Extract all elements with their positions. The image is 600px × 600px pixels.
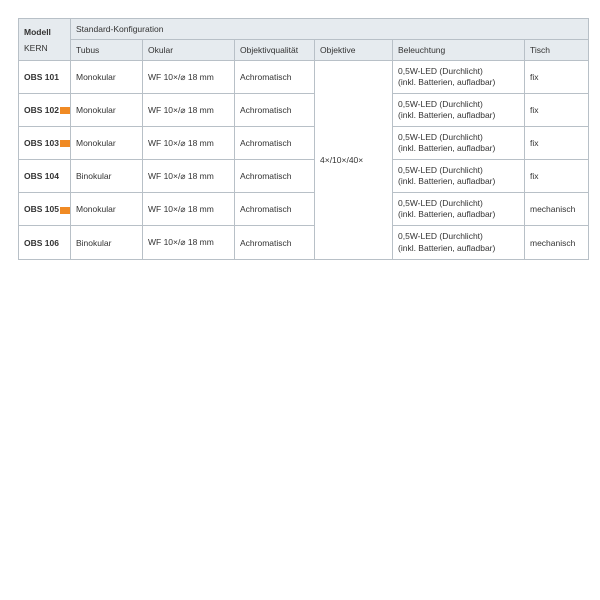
beleuchtung-line2: (inkl. Batterien, aufladbar) [398, 176, 519, 187]
cell-okular: WF 10×/⌀ 18 mm [143, 160, 235, 193]
cell-model: OBS 103 [19, 127, 71, 160]
header-span: Standard-Konfiguration [71, 19, 589, 40]
model-label: OBS 104 [24, 171, 59, 181]
header-oq: Objektivqualität [235, 40, 315, 61]
cell-model: OBS 105 [19, 193, 71, 226]
cell-model: OBS 104 [19, 160, 71, 193]
header-tisch: Tisch [525, 40, 589, 61]
cell-objektivqualitaet: Achromatisch [235, 160, 315, 193]
header-tubus: Tubus [71, 40, 143, 61]
cell-tisch: fix [525, 127, 589, 160]
cell-tubus: Monokular [71, 127, 143, 160]
header-model: Modell KERN [19, 19, 71, 61]
cell-model: OBS 106 [19, 226, 71, 259]
cell-tisch: fix [525, 94, 589, 127]
cell-okular: WF 10×/⌀ 18 mm [143, 127, 235, 160]
cell-tisch: mechanisch [525, 226, 589, 259]
cell-beleuchtung: 0,5W-LED (Durchlicht)(inkl. Batterien, a… [393, 127, 525, 160]
beleuchtung-line2: (inkl. Batterien, aufladbar) [398, 209, 519, 220]
table-row: OBS 105 MonokularWF 10×/⌀ 18 mmAchromatis… [19, 193, 589, 226]
beleuchtung-line2: (inkl. Batterien, aufladbar) [398, 143, 519, 154]
beleuchtung-line1: 0,5W-LED (Durchlicht) [398, 99, 519, 110]
beleuchtung-line2: (inkl. Batterien, aufladbar) [398, 243, 519, 254]
spec-table: Modell KERN Standard-Konfiguration Tubus… [18, 18, 589, 260]
beleuchtung-line1: 0,5W-LED (Durchlicht) [398, 231, 519, 242]
cell-tubus: Monokular [71, 193, 143, 226]
header-model-l1: Modell [24, 27, 65, 37]
cell-tubus: Monokular [71, 94, 143, 127]
cell-tisch: fix [525, 160, 589, 193]
cell-objektivqualitaet: Achromatisch [235, 226, 315, 259]
cell-okular: WF 10×/⌀ 18 mm [143, 226, 235, 259]
cell-tisch: fix [525, 61, 589, 94]
beleuchtung-line1: 0,5W-LED (Durchlicht) [398, 198, 519, 209]
cell-okular: WF 10×/⌀ 18 mm [143, 61, 235, 94]
model-label: OBS 105 [24, 204, 59, 214]
beleuchtung-line1: 0,5W-LED (Durchlicht) [398, 132, 519, 143]
cell-beleuchtung: 0,5W-LED (Durchlicht)(inkl. Batterien, a… [393, 226, 525, 259]
cell-beleuchtung: 0,5W-LED (Durchlicht)(inkl. Batterien, a… [393, 94, 525, 127]
beleuchtung-line1: 0,5W-LED (Durchlicht) [398, 66, 519, 77]
header-beleuchtung: Beleuchtung [393, 40, 525, 61]
model-label: OBS 103 [24, 138, 59, 148]
table-row: OBS 101 MonokularWF 10×/⌀ 18 mmAchromatis… [19, 61, 589, 94]
table-row: OBS 106 BinokularWF 10×/⌀ 18 mmAchromatis… [19, 226, 589, 259]
cell-objektivqualitaet: Achromatisch [235, 61, 315, 94]
cell-objektivqualitaet: Achromatisch [235, 127, 315, 160]
new-badge-icon [60, 107, 70, 114]
cell-tisch: mechanisch [525, 193, 589, 226]
table-row: OBS 103 MonokularWF 10×/⌀ 18 mmAchromatis… [19, 127, 589, 160]
cell-tubus: Monokular [71, 61, 143, 94]
table-row: OBS 102 MonokularWF 10×/⌀ 18 mmAchromatis… [19, 94, 589, 127]
model-label: OBS 101 [24, 72, 59, 82]
cell-objektivqualitaet: Achromatisch [235, 193, 315, 226]
cell-tubus: Binokular [71, 160, 143, 193]
cell-okular: WF 10×/⌀ 18 mm [143, 94, 235, 127]
beleuchtung-line1: 0,5W-LED (Durchlicht) [398, 165, 519, 176]
cell-model: OBS 101 [19, 61, 71, 94]
model-label: OBS 106 [24, 238, 59, 248]
cell-okular: WF 10×/⌀ 18 mm [143, 193, 235, 226]
model-label: OBS 102 [24, 105, 59, 115]
cell-beleuchtung: 0,5W-LED (Durchlicht)(inkl. Batterien, a… [393, 61, 525, 94]
cell-model: OBS 102 [19, 94, 71, 127]
cell-tubus: Binokular [71, 226, 143, 259]
table-row: OBS 104 BinokularWF 10×/⌀ 18 mmAchromatis… [19, 160, 589, 193]
cell-beleuchtung: 0,5W-LED (Durchlicht)(inkl. Batterien, a… [393, 160, 525, 193]
cell-objektive-merged: 4×/10×/40× [315, 61, 393, 260]
header-objektive: Objektive [315, 40, 393, 61]
beleuchtung-line2: (inkl. Batterien, aufladbar) [398, 110, 519, 121]
new-badge-icon [60, 140, 70, 147]
new-badge-icon [60, 207, 70, 214]
cell-beleuchtung: 0,5W-LED (Durchlicht)(inkl. Batterien, a… [393, 193, 525, 226]
beleuchtung-line2: (inkl. Batterien, aufladbar) [398, 77, 519, 88]
header-okular: Okular [143, 40, 235, 61]
cell-objektivqualitaet: Achromatisch [235, 94, 315, 127]
header-model-l2: KERN [24, 43, 65, 53]
